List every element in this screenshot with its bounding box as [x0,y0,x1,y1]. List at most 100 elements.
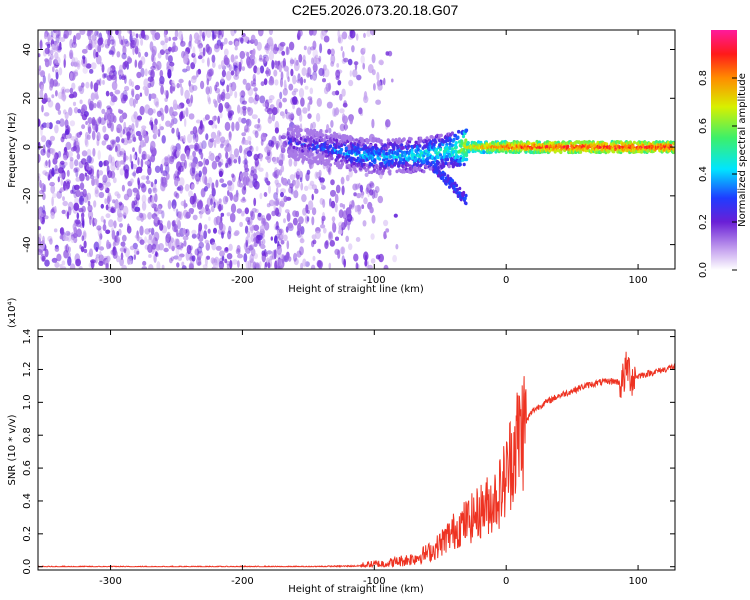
spectrogram-noise-cell [158,80,164,87]
spectrogram-noise-cell [65,230,71,236]
spectrogram-noise-cell [38,233,42,241]
spectrogram-noise-cell [234,61,240,66]
spectrogram-signal-cell [454,145,458,150]
spectrogram-signal-cell [362,162,367,167]
spectrogram-noise-cell [90,81,93,90]
spectrogram-noise-cell [364,172,369,177]
spectrogram-noise-cell [363,32,366,39]
spectrogram-noise-cell [293,190,299,199]
spectrogram-noise-cell [150,69,155,79]
spectrogram-noise-cell [147,166,152,176]
spectrogram-noise-cell [107,30,111,40]
spectrogram-noise-cell [200,188,206,198]
spectrogram-noise-cell [90,31,96,41]
spectrogram-noise-cell [178,177,185,187]
spectrogram-noise-cell [62,196,65,202]
spectrogram-noise-cell [141,153,147,160]
spectrogram-signal-cell [669,140,673,144]
spectrogram-signal-cell [349,138,353,143]
spectrogram-noise-cell [55,120,61,125]
spectrogram-noise-cell [65,185,69,190]
spectrogram-noise-cell [103,73,108,78]
spectrogram-signal-cell [416,147,420,152]
snr-x-tick-label: -100 [363,576,386,587]
spectrogram-noise-cell [165,237,170,247]
spectrogram-noise-cell [54,205,57,213]
spectrogram-noise-cell [173,238,179,249]
spectrogram-signal-cell [432,142,436,147]
spectrogram-noise-cell [254,182,257,187]
spectrogram-noise-cell [206,78,210,86]
spectrogram-signal-cell [386,166,390,170]
spectrogram-noise-cell [115,136,121,143]
spectrogram-noise-cell [250,34,256,43]
spectrogram-noise-cell [75,189,81,198]
spectrogram-noise-cell [155,244,161,251]
spectrogram-noise-cell [51,43,55,49]
spectrogram-noise-cell [229,147,233,156]
colorbar-tick-label: 0.4 [698,166,709,182]
spectrogram-noise-cell [241,212,245,217]
spectrogram-noise-cell [133,248,140,255]
spectrogram-noise-cell [164,48,171,55]
spectrogram-noise-cell [253,224,260,231]
spectrogram-noise-cell [352,69,358,78]
spectrogram-noise-cell [103,133,109,139]
spectrogram-noise-cell [56,253,62,262]
spectrogram-signal-cell [466,141,470,145]
spectrogram-noise-cell [383,77,386,86]
spectrogram-noise-cell [228,112,233,121]
spectrogram-signal-cell [425,136,429,140]
spectrogram-noise-cell [224,92,231,100]
spectrogram-noise-cell [218,161,222,168]
spectrogram-noise-cell [197,246,203,254]
spectrogram-noise-cell [127,57,133,64]
spectrogram-noise-cell [231,259,238,265]
spectrogram-noise-cell [243,139,250,146]
spectrogram-signal-cell [298,133,302,138]
spectrogram-noise-cell [275,140,280,149]
spectrogram-noise-cell [254,94,260,102]
spectrogram-noise-cell [89,248,93,257]
spectrogram-noise-cell [254,208,259,214]
spectrogram-noise-cell [48,122,53,130]
spectrogram-noise-cell [349,114,354,125]
spectrogram-noise-cell [233,74,240,80]
spectrogram-noise-cell [246,150,253,157]
spectrogram-noise-cell [306,216,310,222]
spectrogram-noise-cell [302,207,307,216]
spectrogram-noise-cell [39,89,44,99]
spectrogram-noise-cell [73,139,77,149]
spectrogram-noise-cell [342,102,348,108]
spectrogram-noise-cell [150,121,154,131]
spectrogram-noise-cell [152,182,157,192]
spectrogram-noise-cell [330,120,334,128]
spectrogram-noise-cell [85,45,91,50]
spectrogram-noise-cell [148,234,152,241]
spectrogram-noise-cell [85,174,90,181]
spectrogram-noise-cell [280,164,285,173]
spectrogram-noise-cell [334,203,338,213]
spectrogram-noise-cell [84,136,88,146]
spectrogram-signal-cell [378,151,382,156]
spectrogram-signal-cell [438,147,443,152]
spectrogram-noise-cell [55,102,61,111]
spectrogram-noise-cell [99,233,103,240]
spectrogram-noise-cell [79,30,86,35]
spectrogram-noise-cell [286,69,290,80]
spectrogram-noise-cell [57,33,61,39]
spectrogram-noise-cell [120,75,126,80]
spectrogram-noise-cell [87,126,92,134]
spectrogram-noise-cell [80,158,87,165]
spectrogram-noise-cell [42,204,46,215]
spectrogram-noise-cell [87,204,93,213]
spectrogram-noise-cell [253,237,258,243]
spectrogram-noise-cell [293,159,298,167]
spectrogram-noise-cell [260,132,267,142]
spectrogram-noise-cell [274,235,278,244]
spectrogram-signal-cell [453,133,458,138]
spectrogram-noise-cell [337,36,342,44]
spectrogram-noise-cell [148,264,154,269]
spectrogram-noise-cell [355,183,360,190]
spectrogram-noise-cell [139,182,146,189]
